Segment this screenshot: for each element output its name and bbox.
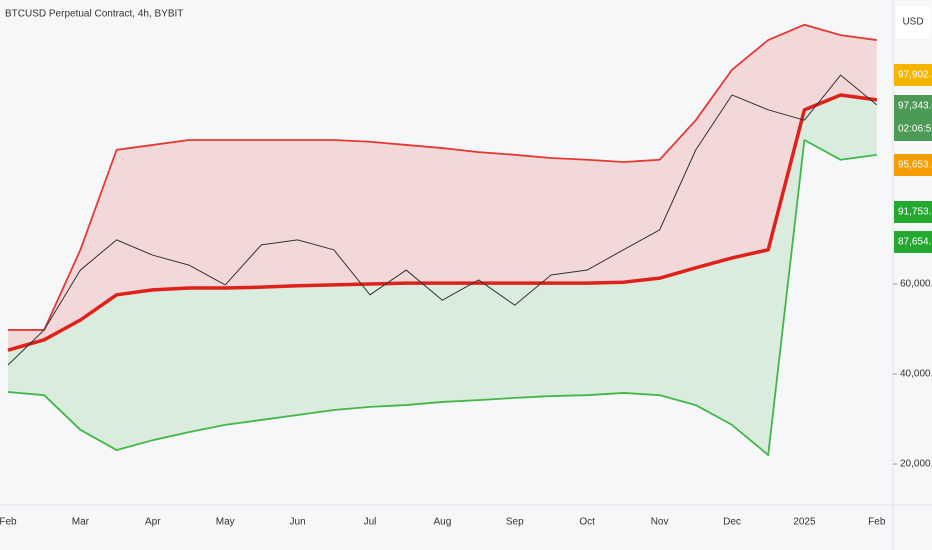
x-tick-label: Jun [290,517,306,528]
currency-box [896,6,930,38]
band-area [8,94,877,456]
price-tag-label: 87,654.5 [898,237,932,248]
x-tick-label: Sep [506,517,524,528]
currency-label: USD [902,17,923,28]
price-tag [894,95,932,141]
x-tick-label: Jul [364,517,377,528]
x-tick-label: 2025 [793,517,816,528]
x-tick-label: Mar [72,517,90,528]
band-line [7,93,878,352]
price-tag-label: 91,753.8 [898,207,932,218]
price-tag [894,231,932,253]
band-area [8,24,877,351]
chart-title: BTCUSD Perpetual Contract, 4h, BYBIT [5,9,183,20]
x-tick-label: Dec [723,517,741,528]
price-tag-label: 97,902.8 [898,70,932,81]
y-tick-label: 40,000.0 [900,369,932,380]
price-tag-label: 95,653.2 [898,160,932,171]
price-tag-label: 97,343.0 [898,101,932,112]
price-tag [894,154,932,176]
price-tag [894,64,932,86]
y-tick-label: 60,000.0 [900,279,932,290]
x-tick-label: Oct [579,517,595,528]
x-tick-label: Nov [651,517,669,528]
price-line [7,74,878,366]
x-tick-label: Apr [145,517,161,528]
x-tick-label: Feb [868,517,886,528]
x-tick-label: Aug [434,517,452,528]
band-line [8,23,877,331]
plot-background [0,0,893,505]
band-line [7,139,877,456]
x-tick-label: Feb [0,517,17,528]
price-tag [894,201,932,223]
x-tick-label: May [216,517,235,528]
y-tick-label: 20,000.0 [900,459,932,470]
countdown: 02:06:59 [898,124,932,135]
